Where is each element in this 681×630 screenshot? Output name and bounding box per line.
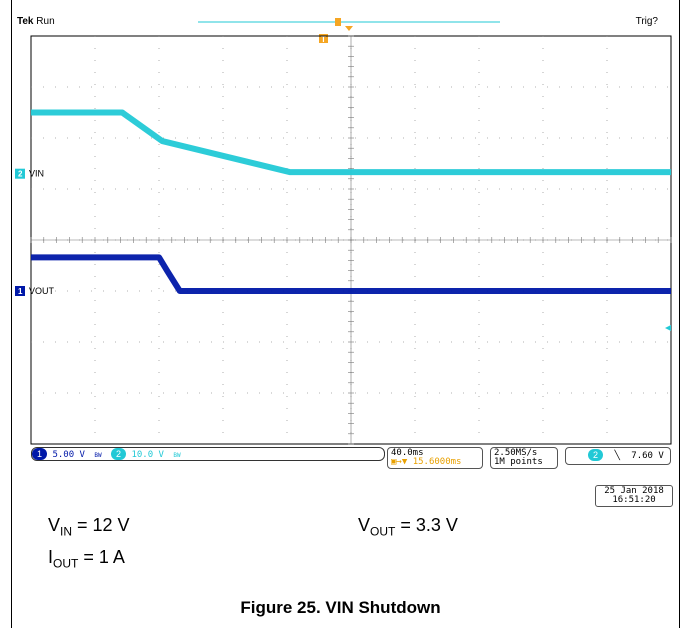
figure-frame (11, 0, 680, 628)
trigger-t-letter: T (321, 35, 326, 44)
ch1-bw-icon: BW (94, 452, 102, 459)
waveform-plot: T 1 VOUT 2 VIN (15, 18, 672, 445)
trigger-panel: 2 ╲ 7.60 V (565, 447, 671, 465)
ch1-badge: 1 (32, 448, 48, 460)
vin-symbol: V (48, 515, 61, 535)
ch2-marker-number: 2 (18, 170, 23, 179)
run-status: Run (36, 16, 55, 27)
trigger-level: 7.60 V (631, 451, 664, 461)
vin-subscript: IN (60, 524, 73, 539)
trigger-status: Trig? (635, 16, 658, 27)
sample-rate: 2.50MS/s (494, 448, 538, 458)
oscilloscope-display: Tek Run Trig? T 1 VOUT 2 VIN 1 5.00 V BW 2 … (15, 16, 674, 507)
ch2-bw-icon: BW (173, 452, 181, 459)
iout-subscript: OUT (53, 556, 79, 571)
waveform-traces (31, 109, 671, 294)
iout-condition: IOUT = 1 A (48, 547, 125, 571)
trace-vout (31, 254, 671, 294)
vout-symbol: V (358, 515, 371, 535)
iout-value: = 1 A (78, 547, 125, 567)
ch1-ground-marker (15, 286, 25, 296)
ch2-scale: 10.0 V (131, 450, 164, 460)
vin-condition: VIN = 12 V (48, 515, 130, 539)
ch2-badge: 2 (111, 448, 127, 460)
iout-symbol: I (48, 547, 54, 567)
ch2-ground-marker (15, 168, 25, 179)
ch1-trace-label: VOUT (29, 286, 55, 296)
vout-value: = 3.3 V (395, 515, 458, 535)
record-window-marker (335, 18, 341, 26)
trigger-source-badge: 2 (588, 449, 604, 461)
acquisition-panel: 2.50MS/s 1M points (490, 447, 558, 469)
vout-subscript: OUT (370, 524, 396, 539)
ch1-marker-number: 1 (18, 287, 23, 296)
ch2-trace-label: VIN (29, 169, 44, 179)
channel-markers: 1 VOUT 2 VIN (15, 168, 55, 296)
date-label: 25 Jan 2018 (604, 486, 664, 496)
vin-value: = 12 V (72, 515, 130, 535)
timebase-value: 40.0ms (391, 448, 424, 458)
trigger-position-value: 15.6000ms (412, 457, 462, 467)
channel-scale-panel: 1 5.00 V BW 2 10.0 V BW (31, 447, 385, 461)
trace-vin (31, 109, 671, 176)
scope-header-left: Tek Run (17, 16, 55, 27)
record-length: 1M points (494, 457, 543, 467)
falling-edge-icon: ╲ (614, 451, 620, 461)
timebase-panel: 40.0ms ▣→▼ 15.6000ms (387, 447, 483, 469)
figure-caption: Figure 25. VIN Shutdown (240, 598, 441, 617)
time-label: 16:51:20 (612, 495, 656, 505)
vout-condition: VOUT = 3.3 V (358, 515, 458, 539)
trigger-position-arrow (345, 26, 353, 31)
timestamp-panel: 25 Jan 2018 16:51:20 (595, 485, 673, 507)
trigger-t-marker (319, 34, 328, 43)
trigger-level-arrow (665, 325, 671, 331)
trigger-pos-icon: ▣→▼ (391, 457, 408, 467)
ch1-scale: 5.00 V (52, 450, 85, 460)
brand-label: Tek (17, 16, 34, 27)
graticule-grid (30, 35, 672, 445)
